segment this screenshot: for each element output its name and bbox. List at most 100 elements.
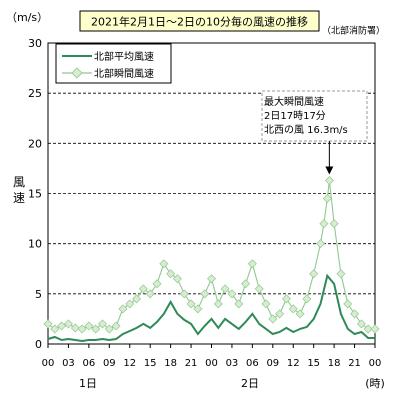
gust-point [200, 289, 210, 299]
x-tick-label-14: 18 [328, 358, 341, 369]
gust-point [166, 269, 176, 279]
gust-point [324, 175, 334, 185]
gust-point [207, 274, 216, 284]
gust-point [63, 319, 73, 329]
y-tick-label-25: 25 [28, 87, 42, 100]
x-tick-labels: 00 03 06 09 12 15 18 21 00 03 06 09 12 15 18 21 00 [42, 344, 382, 369]
chart-title: 2021年2月1日～2日の10分毎の風速の推移 [91, 15, 308, 29]
legend-gust-label: 北部瞬間風速 [94, 67, 154, 80]
gust-point [261, 299, 271, 309]
y-tick-label-20: 20 [28, 137, 42, 150]
gust-point [91, 324, 101, 334]
x-tick-label-12: 12 [287, 358, 300, 369]
x-tick-label-6: 18 [164, 358, 177, 369]
gust-point [356, 319, 366, 329]
gust-point [43, 319, 53, 329]
annotation-line-2: 2日17時17分 [264, 110, 326, 122]
y-unit-label: （m/s） [6, 11, 48, 24]
x-tick-label-9: 03 [226, 358, 239, 369]
x-tick-label-0: 00 [42, 358, 55, 369]
gust-point [336, 269, 346, 279]
gust-point [241, 279, 251, 289]
y-tick-label-15: 15 [28, 188, 42, 201]
gust-point [118, 304, 128, 314]
y-tick-label-30: 30 [28, 37, 42, 50]
gust-point [57, 321, 67, 331]
gust-point [138, 284, 148, 294]
y-axis-label: 風速 [13, 175, 25, 205]
title-box [79, 10, 320, 32]
gust-point [220, 284, 230, 294]
gust-point [329, 219, 339, 229]
gust-point [288, 304, 298, 314]
gust-point [213, 299, 223, 309]
x-tick-label-11: 09 [266, 358, 279, 369]
day-label-2: 2日 [241, 377, 259, 390]
gust-point [152, 279, 162, 289]
x-tick-label-5: 15 [144, 358, 157, 369]
gust-line [47, 180, 375, 330]
gust-point [227, 289, 237, 299]
gust-point [275, 309, 285, 319]
annotation-line-3: 北西の風 16.3m/s [264, 124, 348, 136]
series-avg [47, 273, 375, 343]
gust-point [186, 299, 196, 309]
legend-gust-marker [71, 67, 83, 79]
plot-area-frame [47, 42, 376, 345]
gust-point [254, 284, 264, 294]
y-tick-label-10: 10 [28, 238, 42, 251]
legend: 北部平均風速 北部瞬間風速 [55, 43, 172, 84]
x-tick-label-8: 00 [205, 358, 218, 369]
gust-point [179, 289, 189, 299]
gust-point [193, 304, 203, 314]
gust-point [343, 299, 353, 309]
gust-point [145, 289, 155, 299]
y-tick-label-0: 0 [35, 338, 42, 351]
x-tick-label-7: 21 [185, 358, 198, 369]
gust-point [104, 324, 114, 334]
gust-point [322, 194, 332, 204]
avg-line [47, 273, 375, 343]
x-unit-label: (時) [365, 377, 385, 390]
gust-point [295, 309, 305, 319]
gust-point [77, 324, 87, 334]
gust-point [98, 319, 107, 329]
x-tick-label-16: 00 [369, 358, 382, 369]
x-tick-label-3: 09 [103, 358, 116, 369]
annotation-arrowhead [325, 166, 334, 175]
x-tick-label-13: 15 [307, 358, 320, 369]
annotation-line-1: 最大瞬間風速 [264, 95, 324, 108]
gust-point [50, 324, 60, 334]
gust-point [370, 324, 380, 334]
x-tick-label-15: 21 [348, 358, 361, 369]
gust-point [132, 294, 142, 304]
gust-point [125, 299, 135, 309]
peak-annotation: 最大瞬間風速 2日17時17分 北西の風 16.3m/s [261, 90, 368, 175]
legend-avg-label: 北部平均風速 [94, 50, 154, 63]
y-tick-labels: 0 5 10 15 20 25 30 [28, 37, 42, 351]
gust-point [247, 259, 257, 269]
gust-point [316, 239, 325, 249]
annotation-box [261, 90, 368, 142]
x-tick-label-1: 03 [62, 358, 75, 369]
gust-point [281, 294, 291, 304]
gust-point [319, 219, 329, 229]
gust-point [350, 309, 360, 319]
gust-point [159, 259, 169, 269]
y-tick-label-5: 5 [35, 288, 42, 301]
x-tick-label-10: 06 [246, 358, 259, 369]
x-tick-label-2: 06 [83, 358, 96, 369]
source-note: （北部消防署） [322, 25, 385, 37]
gust-point [84, 321, 94, 331]
gust-point [302, 294, 312, 304]
x-tick-label-4: 12 [123, 358, 136, 369]
gust-point [172, 274, 182, 284]
gust-point [111, 321, 121, 331]
gust-point [268, 314, 278, 324]
day-label-1: 1日 [79, 377, 97, 390]
gust-point [70, 323, 80, 333]
series-gust [43, 175, 380, 334]
gust-point [363, 324, 373, 334]
gust-point [309, 269, 319, 279]
